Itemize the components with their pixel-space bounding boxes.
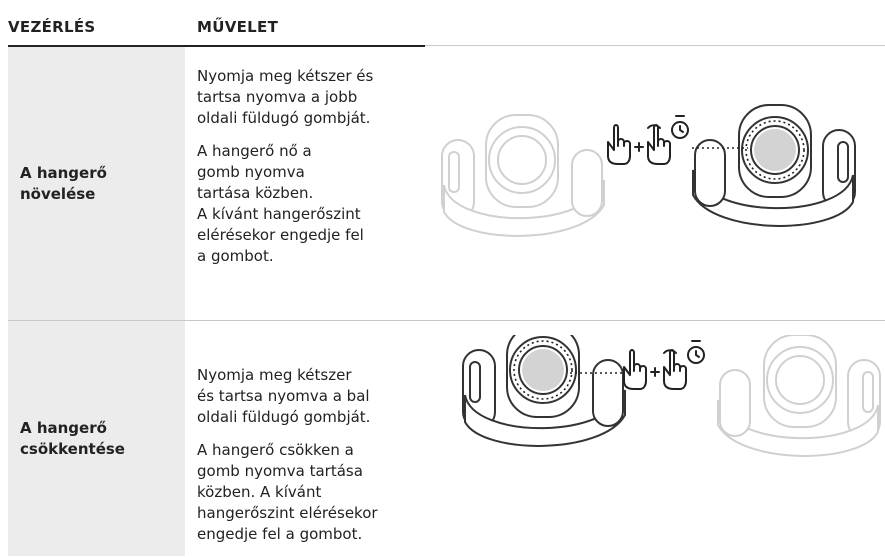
instruction-line: gomb nyomva tartása [197,462,363,480]
instruction-line: A kívánt hangerőszint [197,205,361,223]
instruction-line: Nyomja meg kétszer [197,366,352,384]
control-label: növelése [20,184,96,203]
control-label: A hangerő [20,418,107,437]
instruction-line: hangerőszint elérésekor [197,504,378,522]
instruction-line: a gombot. [197,247,274,265]
action-cell: Nyomja meg kétszer és tartsa nyomva a job… [197,66,437,279]
control-cell: A hangerő növelése [8,47,185,320]
instruction-line: és tartsa nyomva a bal [197,387,370,405]
table-row: A hangerő növelése Nyomja meg kétszer és t… [8,47,885,320]
illustration [462,335,881,457]
header-rule [425,45,885,46]
column-header: VEZÉRLÉS [8,18,96,36]
instruction-line: A hangerő csökken a [197,441,354,459]
instruction-line: Nyomja meg kétszer és [197,67,374,85]
column-header: MŰVELET [197,18,279,36]
instruction-line: oldali füldugó gombját. [197,109,371,127]
instruction-line: engedje fel a gombot. [197,525,363,543]
instruction-paragraph: A hangerő nő a gomb nyomva tartása közben.… [197,141,437,267]
instruction-line: gomb nyomva [197,163,305,181]
action-cell: Nyomja meg kétszer és tartsa nyomva a bal… [197,365,437,557]
instruction-line: oldali füldugó gombját. [197,408,371,426]
header-rule [8,45,425,47]
illustration [441,104,856,237]
instruction-paragraph: A hangerő csökken a gomb nyomva tartása kö… [197,440,437,545]
control-cell: A hangerő csökkentése [8,321,185,556]
instruction-paragraph: Nyomja meg kétszer és tartsa nyomva a job… [197,66,437,129]
instruction-paragraph: Nyomja meg kétszer és tartsa nyomva a bal… [197,365,437,428]
row-divider [8,320,885,321]
instruction-line: A hangerő nő a [197,142,312,160]
table-row: A hangerő csökkentése Nyomja meg kétszer é… [8,321,885,556]
instruction-line: tartsa nyomva a jobb [197,88,358,106]
control-label: csökkentése [20,439,125,458]
control-label: A hangerő [20,163,107,182]
instruction-line: tartása közben. [197,184,314,202]
instruction-line: elérésekor engedje fel [197,226,364,244]
instruction-line: közben. A kívánt [197,483,322,501]
